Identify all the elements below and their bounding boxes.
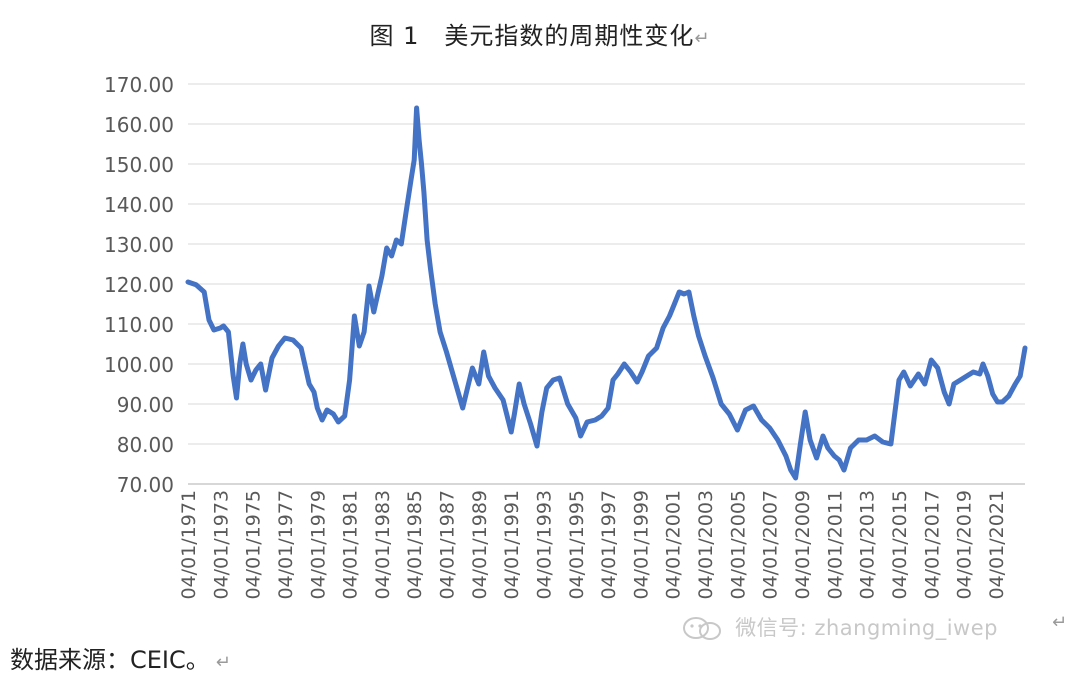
x-tick-label: 04/01/1995: [566, 490, 588, 600]
x-tick-label: 04/01/2001: [663, 490, 685, 600]
x-tick-label: 04/01/1985: [404, 490, 426, 600]
y-tick-label: 120.00: [104, 273, 174, 297]
wechat-icon: [683, 617, 721, 640]
x-tick-label: 04/01/1981: [340, 490, 362, 600]
x-tick-label: 04/01/2013: [857, 490, 879, 600]
x-tick-label: 04/01/1971: [178, 490, 200, 600]
x-tick-label: 04/01/2015: [889, 490, 911, 600]
y-tick-label: 90.00: [117, 393, 174, 417]
y-tick-label: 80.00: [117, 433, 174, 457]
paragraph-mark: ↵: [215, 652, 231, 673]
x-tick-label: 04/01/1983: [372, 490, 394, 600]
line-chart: 70.00 80.00 90.00 100.00 110.00 120.00 130.00 1…: [104, 73, 1028, 600]
y-tick-label: 130.00: [104, 233, 174, 257]
x-tick-label: 04/01/2007: [760, 490, 782, 600]
x-tick-label: 04/01/2009: [792, 490, 814, 600]
x-tick-label: 04/01/1989: [469, 490, 491, 600]
y-tick-label: 140.00: [104, 193, 174, 217]
x-tick-label: 04/01/2017: [921, 490, 943, 600]
x-tick-label: 04/01/1991: [501, 490, 523, 600]
watermark-text: 微信号: zhangming_iwep: [735, 616, 998, 640]
y-tick-label: 100.00: [104, 353, 174, 377]
x-tick-label: 04/01/2019: [954, 490, 976, 600]
y-tick-label: 170.00: [104, 73, 174, 97]
x-tick-label: 04/01/1987: [437, 490, 459, 600]
x-tick-label: 04/01/1997: [598, 490, 620, 600]
y-tick-label: 160.00: [104, 113, 174, 137]
y-tick-label: 70.00: [117, 473, 174, 497]
source-note: 数据来源：CEIC。 ↵: [10, 640, 231, 675]
paragraph-mark: ↵: [1052, 612, 1068, 633]
watermark: 微信号: zhangming_iwep: [680, 612, 998, 642]
x-tick-label: 04/01/2005: [727, 490, 749, 600]
x-tick-label: 04/01/1975: [243, 490, 265, 600]
x-tick-label: 04/01/1973: [210, 490, 232, 600]
y-tick-label: 150.00: [104, 153, 174, 177]
x-tick-label: 04/01/1979: [307, 490, 329, 600]
x-tick-label: 04/01/2003: [695, 490, 717, 600]
chart-title: 图 1 美元指数的周期性变化↵: [0, 16, 1080, 51]
y-axis-ticks: 70.00 80.00 90.00 100.00 110.00 120.00 130.00 1…: [104, 73, 174, 497]
x-tick-label: 04/01/1999: [630, 490, 652, 600]
x-axis-ticks: 04/01/1971 04/01/1973 04/01/1975 04/01/1977…: [178, 490, 1008, 600]
x-tick-label: 04/01/1993: [533, 490, 555, 600]
series-line: [185, 105, 1028, 481]
source-note-text: 数据来源：CEIC。: [10, 646, 210, 674]
plot-area: [185, 105, 1028, 481]
y-tick-label: 110.00: [104, 313, 174, 337]
chart-title-text: 图 1 美元指数的周期性变化: [369, 22, 695, 50]
paragraph-mark: ↵: [694, 28, 711, 49]
x-tick-label: 04/01/1977: [275, 490, 297, 600]
x-tick-label: 04/01/2011: [824, 490, 846, 600]
x-tick-label: 04/01/2021: [986, 490, 1008, 600]
